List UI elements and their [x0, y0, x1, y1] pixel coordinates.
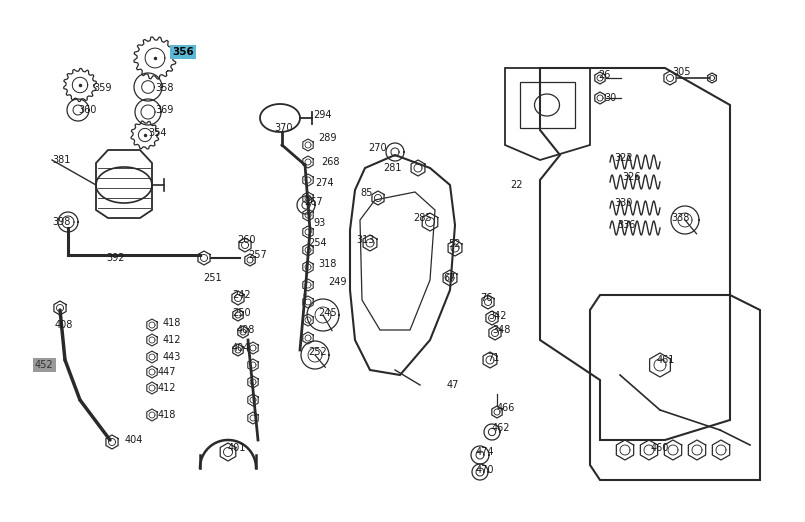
Text: 418: 418 [163, 318, 181, 328]
Text: 470: 470 [476, 465, 494, 475]
Text: 443: 443 [163, 352, 181, 362]
Text: 462: 462 [492, 423, 510, 433]
Text: 452: 452 [35, 360, 54, 370]
Text: 67: 67 [443, 273, 456, 283]
Text: 474: 474 [476, 447, 494, 457]
Text: 358: 358 [155, 83, 174, 93]
Text: 326: 326 [622, 172, 641, 182]
Text: 318: 318 [318, 259, 336, 269]
Text: 252: 252 [308, 347, 327, 357]
Text: 404: 404 [125, 435, 143, 445]
Text: 466: 466 [497, 403, 515, 413]
Text: 412: 412 [163, 335, 181, 345]
Text: 338: 338 [671, 213, 689, 223]
Text: 401: 401 [228, 443, 246, 453]
Text: 336: 336 [617, 220, 635, 230]
Text: 250: 250 [232, 308, 250, 318]
Text: 47: 47 [447, 380, 460, 390]
Text: 268: 268 [321, 157, 340, 167]
Text: 360: 360 [78, 105, 97, 115]
Text: 22: 22 [510, 180, 522, 190]
Text: 412: 412 [158, 383, 176, 393]
Text: 242: 242 [232, 290, 250, 300]
Text: 359: 359 [93, 83, 112, 93]
Text: 76: 76 [480, 293, 493, 303]
Text: 322: 322 [614, 153, 633, 163]
Text: 93: 93 [313, 218, 325, 228]
Text: 447: 447 [158, 367, 176, 377]
Text: 313: 313 [356, 235, 374, 245]
Text: 267: 267 [304, 197, 323, 207]
Text: 254: 254 [308, 238, 327, 248]
Text: 392: 392 [106, 253, 125, 263]
Text: 461: 461 [657, 355, 675, 365]
Text: 460: 460 [651, 443, 670, 453]
Text: 398: 398 [52, 217, 70, 227]
Text: 285: 285 [413, 213, 431, 223]
Text: 251: 251 [203, 273, 221, 283]
Text: 26: 26 [598, 70, 610, 80]
Text: 330: 330 [614, 198, 633, 208]
Text: 85: 85 [360, 188, 373, 198]
Text: 418: 418 [158, 410, 176, 420]
Text: 289: 289 [318, 133, 336, 143]
Text: 281: 281 [383, 163, 402, 173]
Text: 404: 404 [232, 343, 250, 353]
Text: 305: 305 [672, 67, 691, 77]
Text: 52: 52 [448, 239, 460, 249]
Text: 260: 260 [237, 235, 255, 245]
Text: 342: 342 [488, 311, 506, 321]
Text: 249: 249 [328, 277, 346, 287]
Text: 71: 71 [487, 353, 499, 363]
Text: 30: 30 [604, 93, 617, 103]
Text: 294: 294 [313, 110, 332, 120]
Text: 270: 270 [368, 143, 386, 153]
Text: 370: 370 [274, 123, 292, 133]
Text: 408: 408 [237, 325, 255, 335]
Text: 369: 369 [155, 105, 173, 115]
Text: 348: 348 [492, 325, 510, 335]
Text: 381: 381 [52, 155, 70, 165]
Text: 245: 245 [318, 308, 336, 318]
Text: 257: 257 [248, 250, 266, 260]
Text: 356: 356 [172, 47, 194, 57]
Text: 274: 274 [315, 178, 333, 188]
Text: 354: 354 [148, 128, 167, 138]
Text: 408: 408 [55, 320, 73, 330]
